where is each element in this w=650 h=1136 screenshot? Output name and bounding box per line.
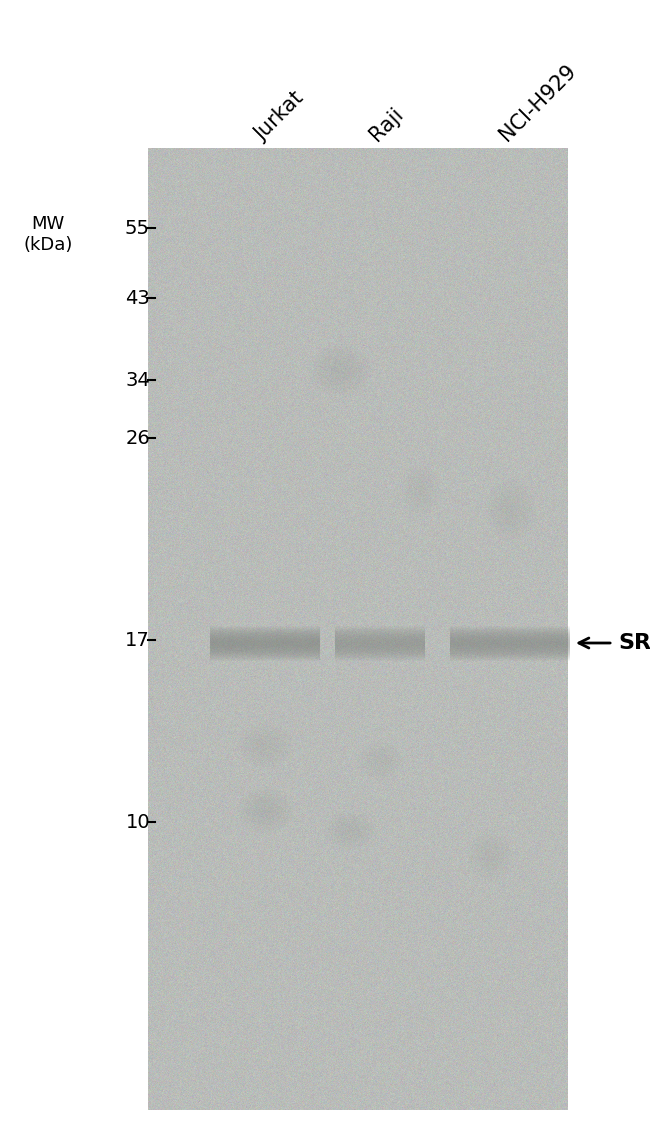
Text: 10: 10 [125, 812, 150, 832]
Text: MW
(kDa): MW (kDa) [23, 215, 73, 253]
Text: 55: 55 [125, 218, 150, 237]
Text: NCI-H929: NCI-H929 [496, 60, 580, 145]
Text: 17: 17 [125, 630, 150, 650]
Text: Raji: Raji [366, 103, 407, 145]
Text: 43: 43 [125, 289, 150, 308]
Text: 26: 26 [125, 428, 150, 448]
Text: Jurkat: Jurkat [251, 89, 307, 145]
Text: SRP14: SRP14 [618, 633, 650, 653]
Text: 34: 34 [125, 370, 150, 390]
